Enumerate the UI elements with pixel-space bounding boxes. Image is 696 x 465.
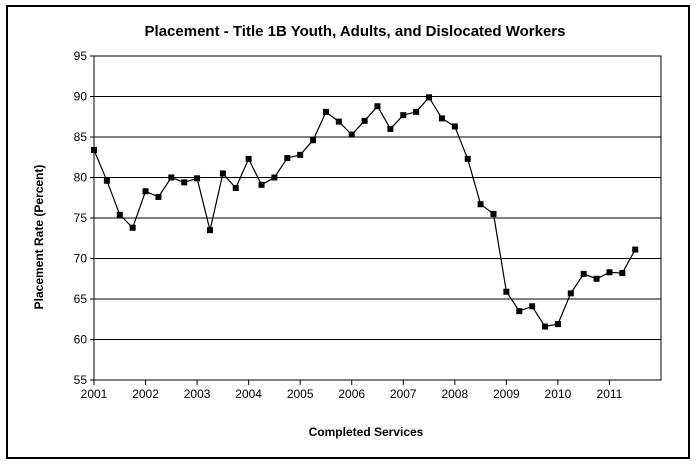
data-point: [490, 210, 497, 217]
data-point: [322, 108, 329, 115]
x-tick-label-2009: 2009: [493, 387, 520, 401]
data-point: [245, 155, 252, 162]
data-point: [580, 270, 587, 277]
data-point: [632, 246, 639, 253]
x-tick-label-2004: 2004: [235, 387, 262, 401]
data-point: [142, 188, 149, 195]
data-point: [129, 224, 136, 231]
data-point: [503, 288, 510, 295]
data-point: [297, 151, 304, 158]
y-tick-label-75: 75: [74, 211, 88, 225]
data-point: [91, 146, 97, 153]
x-axis-label: Completed Services: [309, 425, 424, 439]
series-layer: [91, 94, 639, 330]
data-point: [554, 321, 561, 328]
data-point: [400, 112, 407, 119]
x-tick-label-2005: 2005: [287, 387, 314, 401]
x-tick-label-2010: 2010: [545, 387, 572, 401]
data-point: [451, 123, 458, 130]
data-point: [426, 94, 433, 101]
data-point: [103, 177, 110, 184]
data-point: [258, 181, 265, 188]
data-point: [116, 211, 123, 218]
data-point: [310, 137, 317, 144]
y-tick-label-55: 55: [74, 373, 88, 387]
data-point: [219, 170, 226, 177]
x-tick-label-2003: 2003: [184, 387, 211, 401]
data-point: [335, 118, 342, 125]
series-line-0: [93, 96, 636, 328]
data-point: [374, 103, 381, 110]
data-point: [464, 155, 471, 162]
data-point: [529, 303, 536, 310]
y-tick-label-90: 90: [74, 90, 88, 104]
x-tick-label-2006: 2006: [338, 387, 365, 401]
x-tick-label-2001: 2001: [81, 387, 108, 401]
y-axis-label: Placement Rate (Percent): [32, 165, 46, 310]
data-point: [155, 193, 162, 200]
x-axis: 2001 2002 2003 2004 2005 2006 2007 2008 2009 2010…: [81, 380, 623, 401]
x-tick-label-2008: 2008: [441, 387, 468, 401]
y-axis: 55 60 65 70 75 80 85 90 95: [74, 49, 94, 387]
y-tick-label-80: 80: [74, 171, 88, 185]
y-tick-label-85: 85: [74, 130, 88, 144]
data-point: [516, 308, 523, 315]
data-point: [606, 269, 613, 276]
data-point: [387, 125, 394, 132]
data-point: [477, 201, 484, 208]
data-point: [348, 131, 355, 138]
data-point: [413, 108, 420, 115]
x-tick-label-2011: 2011: [597, 387, 623, 401]
data-point: [206, 227, 213, 234]
data-point: [181, 179, 188, 186]
data-point: [542, 323, 549, 330]
x-tick-label-2002: 2002: [132, 387, 159, 401]
data-point: [438, 115, 445, 122]
data-point: [232, 185, 239, 192]
data-point: [168, 174, 175, 181]
y-tick-label-60: 60: [74, 333, 88, 347]
line-chart: Placement - Title 1B Youth, Adults, and …: [32, 23, 662, 439]
data-point: [567, 290, 574, 297]
y-tick-label-65: 65: [74, 292, 88, 306]
chart-frame: Placement - Title 1B Youth, Adults, and …: [6, 5, 690, 459]
data-point: [194, 175, 201, 182]
data-point: [284, 155, 291, 162]
data-point: [619, 270, 626, 277]
data-point: [361, 117, 368, 124]
x-tick-label-2007: 2007: [390, 387, 417, 401]
data-point: [593, 275, 600, 282]
y-tick-label-95: 95: [74, 49, 88, 63]
y-tick-label-70: 70: [74, 252, 88, 266]
data-point: [271, 174, 278, 181]
chart-title: Placement - Title 1B Youth, Adults, and …: [145, 23, 566, 40]
